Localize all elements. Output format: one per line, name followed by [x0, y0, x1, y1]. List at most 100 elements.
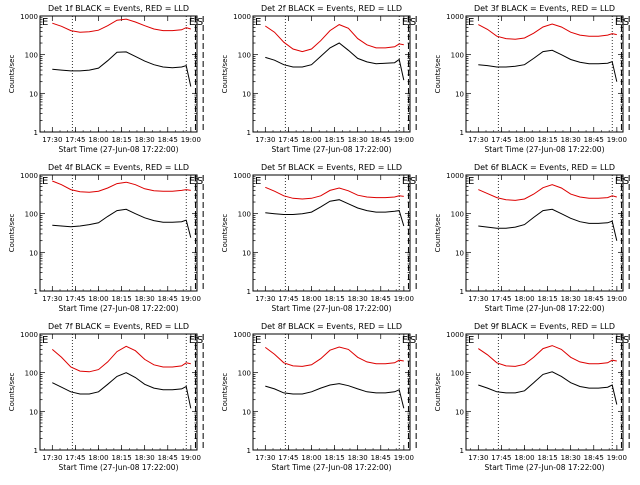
x-axis-label: Start Time (27-Jun-08 17:22:00): [272, 463, 392, 472]
events-series-line: [265, 199, 405, 227]
x-tick-label: 18:00: [514, 454, 534, 462]
x-tick-label: 18:15: [324, 454, 344, 462]
marker-label-e-right: E: [615, 176, 621, 187]
x-tick-label: 19:00: [181, 136, 201, 144]
y-tick-label: 1000: [20, 13, 38, 21]
lld-series-line: [478, 23, 617, 40]
y-tick-label: 1000: [233, 331, 251, 339]
x-tick-label: 19:00: [607, 454, 627, 462]
y-tick-label: 1000: [446, 331, 464, 339]
x-tick-label: 19:00: [394, 295, 414, 303]
x-tick-label: 18:45: [158, 454, 178, 462]
marker-label-e-left: E: [255, 335, 261, 346]
x-tick-label: 18:15: [537, 295, 557, 303]
y-tick-label: 100: [451, 370, 464, 378]
x-tick-label: 17:45: [278, 136, 298, 144]
lld-series-line: [52, 18, 191, 33]
x-tick-label: 17:30: [468, 136, 488, 144]
x-tick-label: 18:45: [158, 136, 178, 144]
plot-frame: [252, 15, 411, 133]
marker-label-e-right: E: [189, 17, 195, 28]
y-axis-label: Counts/sec: [434, 55, 442, 94]
plot-frame: [252, 174, 411, 292]
x-axis-label: Start Time (27-Jun-08 17:22:00): [59, 304, 179, 313]
plot-frame: [252, 333, 411, 451]
y-tick-label: 1: [34, 129, 38, 137]
x-axis-label: Start Time (27-Jun-08 17:22:00): [59, 463, 179, 472]
events-series-line: [478, 208, 618, 241]
y-tick-label: 1: [34, 288, 38, 296]
x-tick-label: 18:30: [561, 295, 581, 303]
lld-series-line: [265, 186, 404, 200]
x-tick-label: 17:45: [65, 295, 85, 303]
y-tick-label: 1000: [233, 13, 251, 21]
marker-label-e-right: E: [615, 335, 621, 346]
x-tick-label: 17:30: [468, 454, 488, 462]
marker-label-e-right: E: [189, 335, 195, 346]
x-tick-label: 17:45: [491, 295, 511, 303]
y-axis-label: Counts/sec: [8, 55, 16, 94]
x-tick-label: 17:45: [65, 454, 85, 462]
lld-series-line: [51, 345, 191, 373]
marker-label-e-left: E: [255, 176, 261, 187]
x-tick-label: 18:30: [348, 454, 368, 462]
lld-series-line: [52, 180, 191, 193]
x-tick-label: 18:15: [324, 295, 344, 303]
y-tick-label: 1: [460, 129, 464, 137]
y-tick-label: 10: [242, 408, 251, 416]
marker-label-e-left: E: [468, 176, 474, 187]
y-tick-label: 1: [247, 447, 251, 455]
plot-frame: [465, 15, 624, 133]
y-tick-label: 10: [29, 90, 38, 98]
marker-label-e-left: E: [468, 335, 474, 346]
panel-title: Det 5f BLACK = Events, RED = LLD: [261, 163, 402, 172]
y-tick-label: 1: [460, 288, 464, 296]
panel-title: Det 7f BLACK = Events, RED = LLD: [48, 322, 189, 331]
x-tick-label: 18:30: [135, 454, 155, 462]
x-tick-label: 18:45: [371, 136, 391, 144]
y-tick-label: 100: [451, 211, 464, 219]
x-tick-label: 17:30: [42, 136, 62, 144]
panel-title: Det 8f BLACK = Events, RED = LLD: [261, 322, 402, 331]
lld-series-line: [478, 345, 617, 367]
panel-6: Det 6f BLACK = Events, RED = LLD 1 10 100 10…: [434, 163, 630, 313]
x-tick-label: 18:00: [88, 295, 108, 303]
marker-label-s: S: [197, 17, 203, 28]
x-axis-label: Start Time (27-Jun-08 17:22:00): [485, 463, 605, 472]
x-tick-label: 17:45: [491, 136, 511, 144]
x-tick-label: 17:45: [65, 136, 85, 144]
x-tick-label: 17:30: [468, 295, 488, 303]
marker-label-e-right: E: [402, 176, 408, 187]
events-series-line: [265, 383, 405, 409]
x-tick-label: 18:15: [537, 454, 557, 462]
y-axis-label: Counts/sec: [221, 55, 229, 94]
x-tick-label: 18:15: [324, 136, 344, 144]
y-tick-label: 100: [238, 370, 251, 378]
x-axis-label: Start Time (27-Jun-08 17:22:00): [272, 145, 392, 154]
events-series-line: [478, 371, 618, 405]
y-tick-label: 10: [455, 90, 464, 98]
lld-series-line: [265, 346, 404, 367]
x-tick-label: 18:45: [584, 295, 604, 303]
y-axis-label: Counts/sec: [8, 214, 16, 253]
y-tick-label: 1: [460, 447, 464, 455]
x-axis-label: Start Time (27-Jun-08 17:22:00): [59, 145, 179, 154]
y-tick-label: 10: [455, 249, 464, 257]
x-tick-label: 18:00: [514, 295, 534, 303]
y-tick-label: 10: [455, 408, 464, 416]
events-series-line: [52, 372, 192, 409]
marker-label-s: S: [197, 176, 203, 187]
panel-3: Det 3f BLACK = Events, RED = LLD 1 10 100 10…: [434, 4, 630, 154]
x-tick-label: 17:30: [255, 136, 275, 144]
x-tick-label: 18:45: [158, 295, 178, 303]
marker-label-s: S: [410, 335, 416, 346]
x-tick-label: 19:00: [607, 295, 627, 303]
y-axis-label: Counts/sec: [8, 373, 16, 412]
x-tick-label: 17:30: [255, 295, 275, 303]
y-tick-label: 10: [242, 90, 251, 98]
x-tick-label: 18:15: [111, 136, 131, 144]
panel-title: Det 6f BLACK = Events, RED = LLD: [474, 163, 615, 172]
panel-title: Det 3f BLACK = Events, RED = LLD: [474, 4, 615, 13]
